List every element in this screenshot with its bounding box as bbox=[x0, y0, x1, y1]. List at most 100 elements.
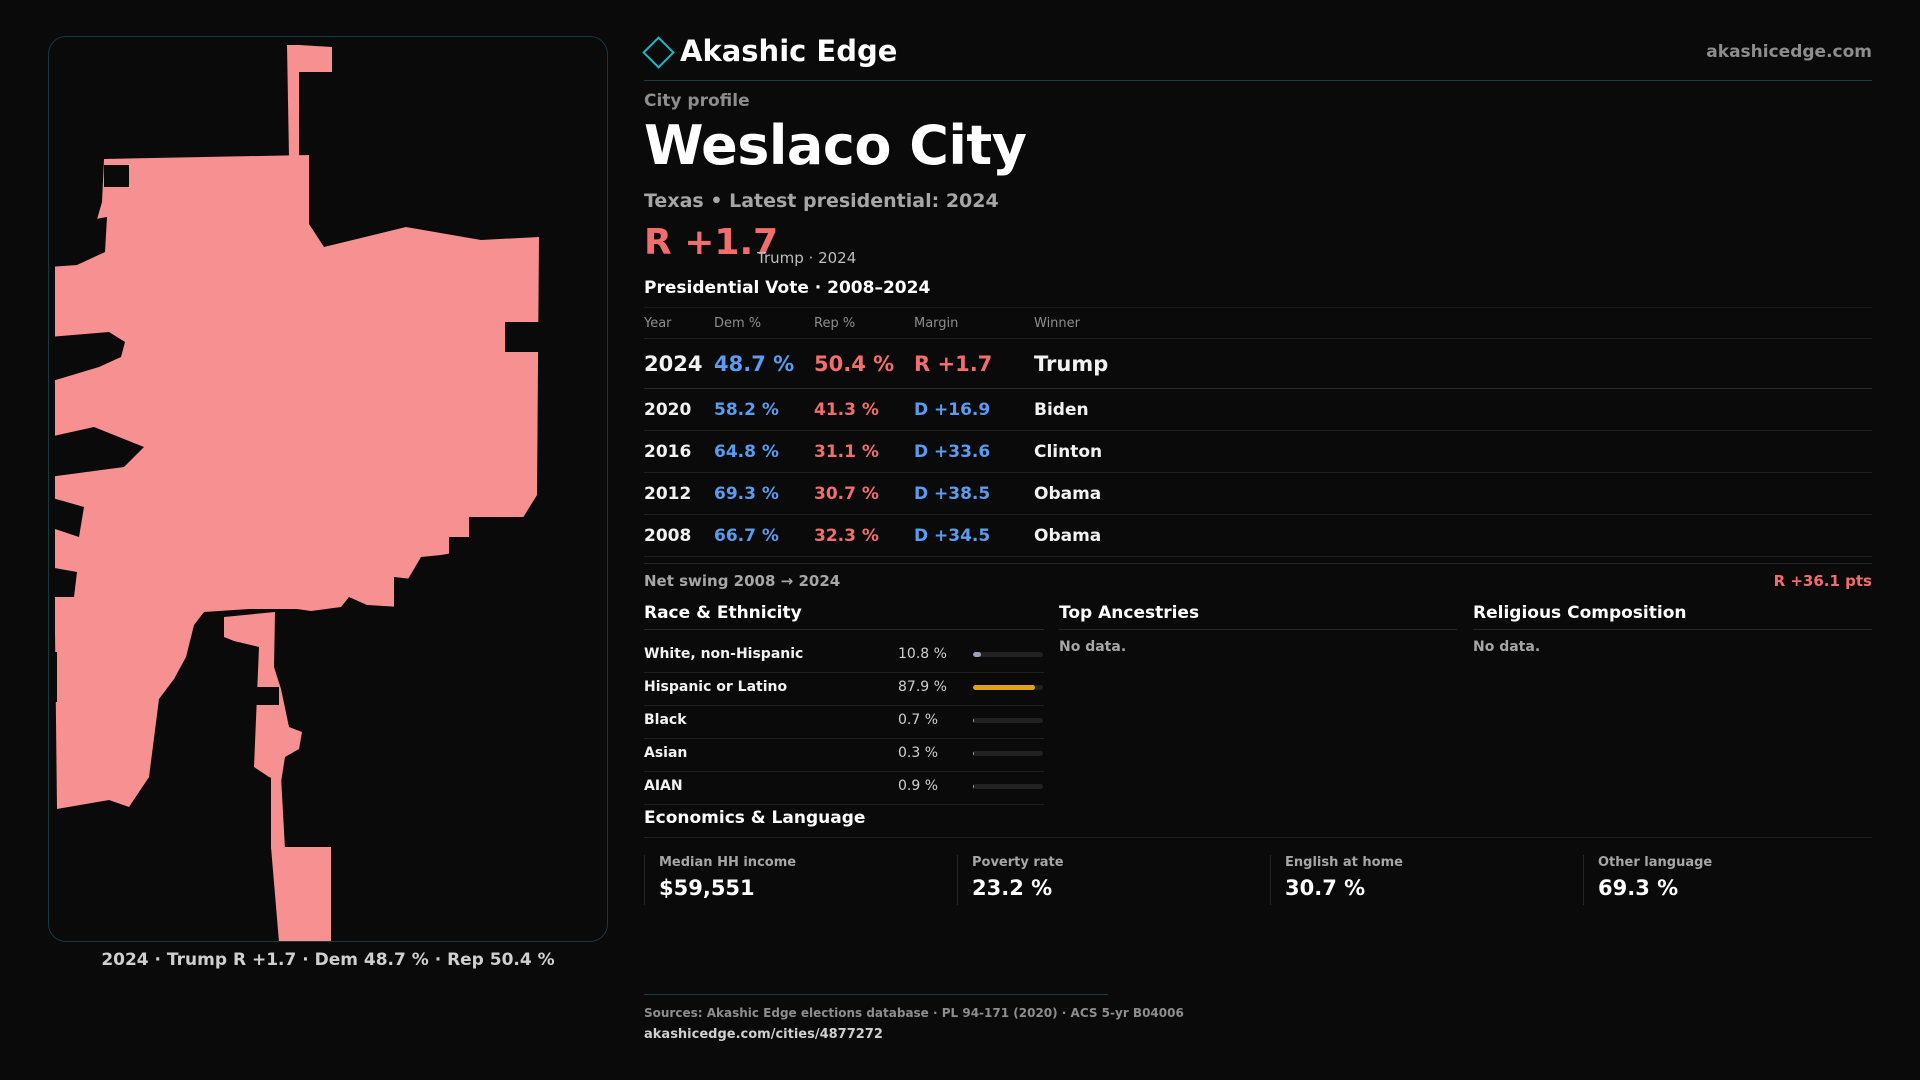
net-swing-label: Net swing 2008 → 2024 bbox=[644, 572, 841, 590]
col-winner: Winner bbox=[1034, 307, 1872, 339]
economics-title: Economics & Language bbox=[644, 808, 866, 828]
city-subtitle: Texas • Latest presidential: 2024 bbox=[644, 190, 999, 212]
race-bar bbox=[973, 685, 1043, 690]
race-name: Black bbox=[644, 712, 687, 728]
list-item: Hispanic or Latino 87.9 % bbox=[644, 673, 1044, 706]
cell-rep: 41.3 % bbox=[814, 388, 914, 431]
results-title: Presidential Vote · 2008–2024 bbox=[644, 278, 931, 298]
profile-label: City profile bbox=[644, 91, 750, 111]
boundary-cutouts bbox=[49, 165, 539, 837]
swing-divider bbox=[644, 563, 1872, 564]
net-swing-value: R +36.1 pts bbox=[1773, 572, 1872, 590]
table-row: 2008 66.7 % 32.3 % D +34.5 Obama bbox=[644, 514, 1872, 557]
latest-margin-note: Trump · 2024 bbox=[757, 249, 857, 267]
results-header-row: Year Dem % Rep % Margin Winner bbox=[644, 307, 1872, 339]
ancestries-empty: No data. bbox=[1059, 639, 1127, 655]
cell-rep: 31.1 % bbox=[814, 430, 914, 473]
cell-dem: 48.7 % bbox=[714, 338, 814, 389]
race-bar-fill bbox=[973, 784, 974, 789]
race-pct: 0.3 % bbox=[898, 745, 939, 761]
race-bar bbox=[973, 652, 1043, 657]
race-list: White, non-Hispanic 10.8 % Hispanic or L… bbox=[644, 640, 1044, 805]
race-pct: 10.8 % bbox=[898, 646, 947, 662]
cell-dem: 64.8 % bbox=[714, 430, 814, 473]
cell-year: 2008 bbox=[644, 514, 714, 557]
col-margin: Margin bbox=[914, 307, 1034, 339]
cell-winner: Obama bbox=[1034, 514, 1872, 557]
cell-winner: Clinton bbox=[1034, 430, 1872, 473]
religion-section-header: Religious Composition bbox=[1473, 603, 1872, 630]
list-item: AIAN 0.9 % bbox=[644, 772, 1044, 805]
ancestries-section-header: Top Ancestries bbox=[1059, 603, 1457, 630]
race-name: White, non-Hispanic bbox=[644, 646, 804, 662]
stat-label: English at home bbox=[1285, 855, 1403, 870]
brand-name: Akashic Edge bbox=[680, 34, 898, 68]
brand-url-link[interactable]: akashicedge.com bbox=[1706, 42, 1872, 62]
cell-dem: 58.2 % bbox=[714, 388, 814, 431]
race-pct: 0.7 % bbox=[898, 712, 939, 728]
cell-winner: Biden bbox=[1034, 388, 1872, 431]
sources-divider bbox=[644, 994, 1108, 995]
stat-label: Poverty rate bbox=[972, 855, 1064, 870]
race-bar bbox=[973, 751, 1043, 756]
race-bar bbox=[973, 784, 1043, 789]
race-name: Hispanic or Latino bbox=[644, 679, 788, 695]
cell-year: 2012 bbox=[644, 472, 714, 515]
race-bar-fill bbox=[973, 685, 1035, 690]
list-item: Asian 0.3 % bbox=[644, 739, 1044, 772]
cell-year: 2016 bbox=[644, 430, 714, 473]
list-item: White, non-Hispanic 10.8 % bbox=[644, 640, 1044, 673]
table-row: 2016 64.8 % 31.1 % D +33.6 Clinton bbox=[644, 430, 1872, 473]
stat-label: Median HH income bbox=[659, 855, 797, 870]
table-row: 2024 48.7 % 50.4 % R +1.7 Trump bbox=[644, 338, 1872, 389]
cell-winner: Obama bbox=[1034, 472, 1872, 515]
diamond-logo-icon bbox=[642, 36, 675, 69]
city-map bbox=[48, 36, 608, 942]
race-name: Asian bbox=[644, 745, 688, 761]
stat-other-language: Other language 69.3 % bbox=[1583, 855, 1712, 905]
economics-divider bbox=[644, 837, 1872, 838]
stat-value: 23.2 % bbox=[972, 876, 1053, 900]
race-pct: 87.9 % bbox=[898, 679, 947, 695]
race-section-header: Race & Ethnicity bbox=[644, 603, 1044, 630]
brand-header: Akashic Edge akashicedge.com bbox=[642, 34, 1872, 81]
race-name: AIAN bbox=[644, 778, 683, 794]
col-dem: Dem % bbox=[714, 307, 814, 339]
stat-poverty-rate: Poverty rate 23.2 % bbox=[957, 855, 1064, 905]
stat-value: $59,551 bbox=[659, 876, 755, 900]
race-bar-fill bbox=[973, 652, 981, 657]
col-year: Year bbox=[644, 307, 714, 339]
source-url-link[interactable]: akashicedge.com/cities/4877272 bbox=[644, 1027, 883, 1042]
stat-value: 30.7 % bbox=[1285, 876, 1366, 900]
stat-value: 69.3 % bbox=[1598, 876, 1679, 900]
religion-empty: No data. bbox=[1473, 639, 1541, 655]
cell-dem: 69.3 % bbox=[714, 472, 814, 515]
race-title: Race & Ethnicity bbox=[644, 603, 802, 623]
cell-year: 2024 bbox=[644, 338, 714, 389]
cell-rep: 30.7 % bbox=[814, 472, 914, 515]
race-pct: 0.9 % bbox=[898, 778, 939, 794]
race-bar bbox=[973, 718, 1043, 723]
cell-winner: Trump bbox=[1034, 338, 1872, 389]
results-table: Year Dem % Rep % Margin Winner 2024 48.7… bbox=[644, 307, 1872, 557]
stat-english-at-home: English at home 30.7 % bbox=[1270, 855, 1403, 905]
religion-title: Religious Composition bbox=[1473, 603, 1687, 623]
page-title: Weslaco City bbox=[644, 114, 1027, 177]
col-rep: Rep % bbox=[814, 307, 914, 339]
list-item: Black 0.7 % bbox=[644, 706, 1044, 739]
cell-dem: 66.7 % bbox=[714, 514, 814, 557]
cell-margin: R +1.7 bbox=[914, 338, 1034, 389]
cell-margin: D +33.6 bbox=[914, 430, 1034, 473]
table-row: 2020 58.2 % 41.3 % D +16.9 Biden bbox=[644, 388, 1872, 431]
stat-label: Other language bbox=[1598, 855, 1713, 870]
cell-rep: 32.3 % bbox=[814, 514, 914, 557]
cell-margin: D +16.9 bbox=[914, 388, 1034, 431]
city-boundary-shape bbox=[49, 45, 539, 941]
map-caption: 2024 · Trump R +1.7 · Dem 48.7 % · Rep 5… bbox=[101, 950, 555, 970]
table-row: 2012 69.3 % 30.7 % D +38.5 Obama bbox=[644, 472, 1872, 515]
cell-year: 2020 bbox=[644, 388, 714, 431]
cell-rep: 50.4 % bbox=[814, 338, 914, 389]
sources-text: Sources: Akashic Edge elections database… bbox=[644, 1006, 1184, 1020]
ancestries-title: Top Ancestries bbox=[1059, 603, 1200, 623]
cell-margin: D +38.5 bbox=[914, 472, 1034, 515]
